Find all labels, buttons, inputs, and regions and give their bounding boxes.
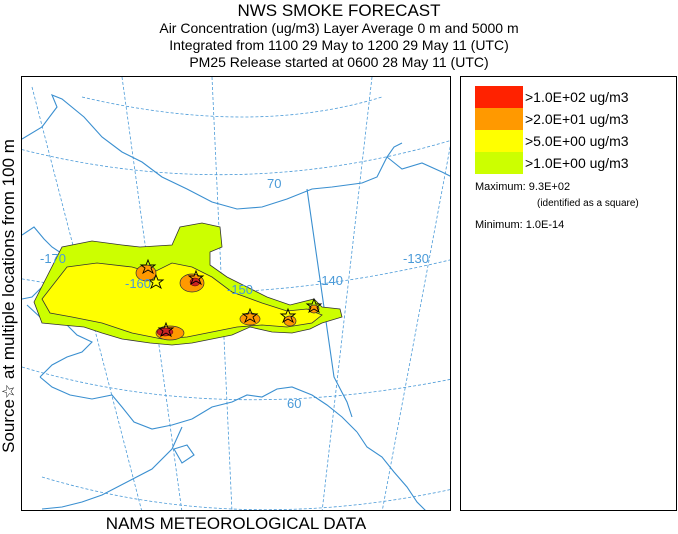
lon-label-minus130: -130 bbox=[403, 251, 429, 266]
legend-swatch-1 bbox=[475, 85, 523, 108]
integration-period: Integrated from 1100 29 May to 1200 29 M… bbox=[169, 37, 509, 53]
legend-item-3: >5.0E+00 ug/m3 bbox=[475, 129, 629, 152]
legend-maximum-note: (identified as a square) bbox=[537, 198, 639, 209]
concentration-legend: >1.0E+02 ug/m3 >2.0E+01 ug/m3 >5.0E+00 u… bbox=[460, 76, 677, 511]
legend-label-1: >1.0E+02 ug/m3 bbox=[525, 88, 629, 105]
lat-65-arc bbox=[22, 259, 450, 294]
lon-130-line bbox=[321, 77, 373, 510]
lon-170-line bbox=[31, 86, 142, 510]
legend-minimum: Minimum: 1.0E-14 bbox=[475, 219, 565, 231]
lat-75-arc bbox=[81, 96, 383, 118]
star-icon bbox=[305, 297, 323, 314]
orange-spot-e bbox=[283, 315, 297, 327]
lat-60-arc bbox=[22, 366, 450, 401]
legend-item-4: >1.0E+00 ug/m3 bbox=[475, 151, 629, 174]
lat-label-70: 70 bbox=[267, 176, 281, 191]
legend-label-2: >2.0E+01 ug/m3 bbox=[525, 110, 629, 127]
lat-label-60: 60 bbox=[287, 396, 301, 411]
peninsula-coast bbox=[41, 426, 183, 510]
concentration-subtitle: Air Concentration (ug/m3) Layer Average … bbox=[159, 20, 519, 36]
smoke-map-svg: 70 -170 -160 -150 -140 -130 60 bbox=[22, 77, 450, 510]
star-icon bbox=[147, 273, 165, 290]
graticule-labels: 70 -170 -160 -150 -140 -130 60 bbox=[40, 176, 429, 411]
lon-120-line bbox=[381, 145, 450, 510]
boundary-line bbox=[306, 188, 353, 418]
legend-swatch-3 bbox=[475, 129, 523, 152]
lon-label-minus170: -170 bbox=[40, 251, 66, 266]
met-data-label: NAMS METEOROLOGICAL DATA bbox=[105, 514, 367, 533]
legend-maximum: Maximum: 9.3E+02 bbox=[475, 181, 571, 193]
forecast-title: NWS SMOKE FORECAST bbox=[237, 1, 441, 20]
kodiak-island bbox=[173, 444, 195, 464]
arctic-coast bbox=[22, 94, 403, 210]
lon-label-minus150: -150 bbox=[227, 282, 253, 297]
lon-label-minus160: -160 bbox=[125, 276, 151, 291]
legend-label-3: >5.0E+00 ug/m3 bbox=[525, 132, 629, 149]
lon-160-line bbox=[121, 77, 183, 510]
legend-swatch-4 bbox=[475, 151, 523, 174]
graticule bbox=[22, 77, 450, 510]
lat-55-arc bbox=[41, 476, 450, 510]
legend-swatch-2 bbox=[475, 107, 523, 130]
star-icon bbox=[187, 269, 205, 286]
legend-item-1: >1.0E+02 ug/m3 bbox=[475, 85, 629, 108]
release-start: PM25 Release started at 0600 28 May 11 (… bbox=[189, 54, 489, 70]
southcentral-coast bbox=[191, 386, 358, 433]
legend-label-4: >1.0E+00 ug/m3 bbox=[525, 154, 629, 171]
legend-item-2: >2.0E+01 ug/m3 bbox=[475, 107, 629, 130]
yukon-delta-coast bbox=[39, 376, 193, 430]
coastlines bbox=[22, 94, 450, 510]
lon-label-minus140: -140 bbox=[317, 273, 343, 288]
source-side-label: Source☆ at multiple locations from 100 m bbox=[0, 139, 18, 453]
lat-70-arc bbox=[22, 140, 450, 176]
yukon-coast-east bbox=[386, 156, 450, 177]
smoke-map[interactable]: 70 -170 -160 -150 -140 -130 60 bbox=[21, 76, 451, 511]
panhandle-coast bbox=[356, 431, 426, 510]
star-icon bbox=[157, 321, 175, 338]
source-markers bbox=[139, 258, 323, 338]
star-icon bbox=[139, 258, 157, 275]
star-icon bbox=[279, 307, 297, 324]
star-icon bbox=[241, 307, 259, 324]
